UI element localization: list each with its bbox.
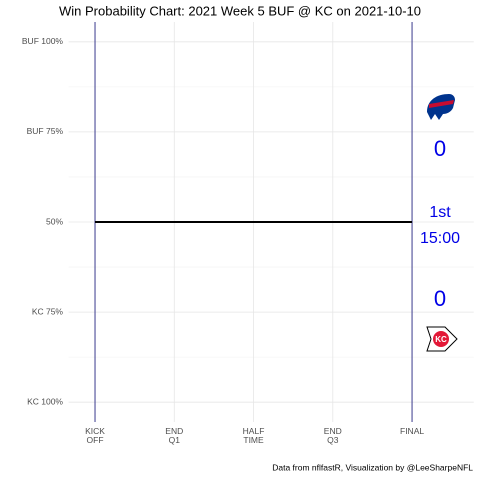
home-score: 0: [434, 286, 446, 311]
y-tick-label: 50%: [46, 216, 63, 226]
away-score: 0: [434, 136, 446, 161]
chiefs-logo: KC: [426, 326, 458, 352]
svg-text:KC: KC: [435, 335, 447, 344]
clock: 15:00: [420, 230, 460, 247]
x-tick-label: END Q3: [323, 426, 342, 445]
y-tick-label: BUF 100%: [22, 36, 64, 46]
caption: Data from nflfastR, Visualization by @Le…: [272, 462, 473, 472]
x-tick-label: KICK OFF: [85, 426, 105, 445]
y-tick-label: BUF 75%: [27, 126, 64, 136]
x-tick-label: HALF TIME: [242, 426, 265, 445]
quarter: 1st: [429, 204, 451, 221]
y-tick-label: KC 100%: [27, 396, 63, 406]
x-tick-label: END Q1: [165, 426, 184, 445]
chart-title: Win Probability Chart: 2021 Week 5 BUF @…: [59, 3, 421, 18]
x-tick-label: FINAL: [400, 426, 425, 436]
bills-logo: [427, 94, 455, 120]
y-tick-label: KC 75%: [32, 306, 64, 316]
